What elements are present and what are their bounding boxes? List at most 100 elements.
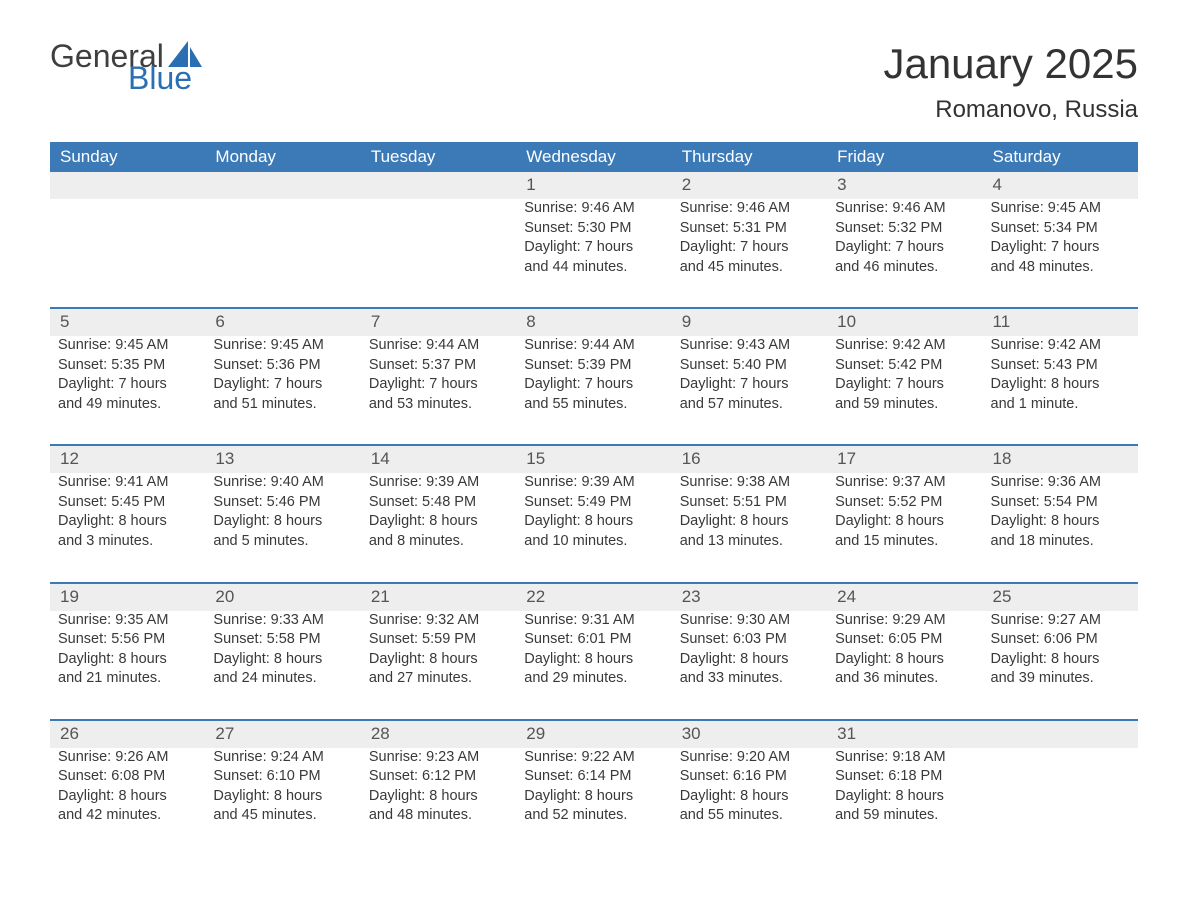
daylight-text: Daylight: 8 hours bbox=[369, 512, 508, 532]
day-detail-cell bbox=[361, 199, 516, 308]
sunset-text: Sunset: 5:43 PM bbox=[991, 356, 1130, 376]
sunset-text: Sunset: 6:10 PM bbox=[213, 767, 352, 787]
sunset-text: Sunset: 5:31 PM bbox=[680, 219, 819, 239]
day-detail-cell: Sunrise: 9:44 AMSunset: 5:37 PMDaylight:… bbox=[361, 336, 516, 445]
day-detail-cell: Sunrise: 9:42 AMSunset: 5:42 PMDaylight:… bbox=[827, 336, 982, 445]
sunrise-text: Sunrise: 9:44 AM bbox=[524, 336, 663, 356]
sunrise-text: Sunrise: 9:23 AM bbox=[369, 748, 508, 768]
month-title: January 2025 bbox=[883, 40, 1138, 88]
daylight-text: and 52 minutes. bbox=[524, 806, 663, 826]
day-detail-row: Sunrise: 9:41 AMSunset: 5:45 PMDaylight:… bbox=[50, 473, 1138, 582]
day-detail-cell: Sunrise: 9:39 AMSunset: 5:49 PMDaylight:… bbox=[516, 473, 671, 582]
sunset-text: Sunset: 6:16 PM bbox=[680, 767, 819, 787]
daylight-text: Daylight: 8 hours bbox=[680, 650, 819, 670]
daylight-text: and 8 minutes. bbox=[369, 532, 508, 552]
sunset-text: Sunset: 5:35 PM bbox=[58, 356, 197, 376]
daylight-text: and 49 minutes. bbox=[58, 395, 197, 415]
daylight-text: and 18 minutes. bbox=[991, 532, 1130, 552]
day-number-cell: 9 bbox=[672, 308, 827, 336]
sunset-text: Sunset: 5:39 PM bbox=[524, 356, 663, 376]
daylight-text: Daylight: 8 hours bbox=[835, 512, 974, 532]
day-number-cell: 16 bbox=[672, 445, 827, 473]
daylight-text: Daylight: 7 hours bbox=[524, 238, 663, 258]
sunrise-text: Sunrise: 9:41 AM bbox=[58, 473, 197, 493]
daylight-text: Daylight: 8 hours bbox=[213, 787, 352, 807]
daylight-text: Daylight: 8 hours bbox=[680, 512, 819, 532]
day-number-row: 12131415161718 bbox=[50, 445, 1138, 473]
weekday-header: Tuesday bbox=[361, 142, 516, 172]
day-detail-cell: Sunrise: 9:24 AMSunset: 6:10 PMDaylight:… bbox=[205, 748, 360, 856]
daylight-text: and 51 minutes. bbox=[213, 395, 352, 415]
location-label: Romanovo, Russia bbox=[883, 96, 1138, 124]
day-detail-cell: Sunrise: 9:33 AMSunset: 5:58 PMDaylight:… bbox=[205, 611, 360, 720]
daylight-text: and 59 minutes. bbox=[835, 806, 974, 826]
daylight-text: Daylight: 7 hours bbox=[213, 375, 352, 395]
daylight-text: Daylight: 7 hours bbox=[58, 375, 197, 395]
daylight-text: Daylight: 8 hours bbox=[524, 787, 663, 807]
sunrise-text: Sunrise: 9:22 AM bbox=[524, 748, 663, 768]
sunset-text: Sunset: 5:36 PM bbox=[213, 356, 352, 376]
day-number-cell: 25 bbox=[983, 583, 1138, 611]
sunrise-text: Sunrise: 9:42 AM bbox=[991, 336, 1130, 356]
daylight-text: and 24 minutes. bbox=[213, 669, 352, 689]
day-number-cell: 18 bbox=[983, 445, 1138, 473]
day-number-cell: 27 bbox=[205, 720, 360, 748]
daylight-text: Daylight: 8 hours bbox=[835, 650, 974, 670]
day-detail-cell: Sunrise: 9:26 AMSunset: 6:08 PMDaylight:… bbox=[50, 748, 205, 856]
day-detail-cell: Sunrise: 9:29 AMSunset: 6:05 PMDaylight:… bbox=[827, 611, 982, 720]
day-number-cell: 21 bbox=[361, 583, 516, 611]
daylight-text: and 45 minutes. bbox=[213, 806, 352, 826]
daylight-text: and 36 minutes. bbox=[835, 669, 974, 689]
sunset-text: Sunset: 5:56 PM bbox=[58, 630, 197, 650]
daylight-text: and 10 minutes. bbox=[524, 532, 663, 552]
sunrise-text: Sunrise: 9:44 AM bbox=[369, 336, 508, 356]
daylight-text: and 15 minutes. bbox=[835, 532, 974, 552]
daylight-text: Daylight: 8 hours bbox=[58, 650, 197, 670]
day-detail-cell: Sunrise: 9:39 AMSunset: 5:48 PMDaylight:… bbox=[361, 473, 516, 582]
daylight-text: and 27 minutes. bbox=[369, 669, 508, 689]
day-number-row: 1234 bbox=[50, 172, 1138, 199]
daylight-text: and 48 minutes. bbox=[991, 258, 1130, 278]
day-detail-cell: Sunrise: 9:45 AMSunset: 5:35 PMDaylight:… bbox=[50, 336, 205, 445]
day-number-cell bbox=[361, 172, 516, 199]
daylight-text: and 33 minutes. bbox=[680, 669, 819, 689]
day-number-cell: 3 bbox=[827, 172, 982, 199]
day-number-cell: 14 bbox=[361, 445, 516, 473]
sunrise-text: Sunrise: 9:45 AM bbox=[58, 336, 197, 356]
day-number-cell: 8 bbox=[516, 308, 671, 336]
day-number-cell: 31 bbox=[827, 720, 982, 748]
day-detail-cell: Sunrise: 9:30 AMSunset: 6:03 PMDaylight:… bbox=[672, 611, 827, 720]
daylight-text: and 48 minutes. bbox=[369, 806, 508, 826]
daylight-text: Daylight: 7 hours bbox=[524, 375, 663, 395]
sunset-text: Sunset: 5:37 PM bbox=[369, 356, 508, 376]
sunset-text: Sunset: 5:46 PM bbox=[213, 493, 352, 513]
daylight-text: Daylight: 8 hours bbox=[213, 650, 352, 670]
daylight-text: and 57 minutes. bbox=[680, 395, 819, 415]
day-detail-cell: Sunrise: 9:20 AMSunset: 6:16 PMDaylight:… bbox=[672, 748, 827, 856]
day-number-cell: 12 bbox=[50, 445, 205, 473]
weekday-header-row: SundayMondayTuesdayWednesdayThursdayFrid… bbox=[50, 142, 1138, 172]
daylight-text: and 44 minutes. bbox=[524, 258, 663, 278]
day-detail-cell bbox=[50, 199, 205, 308]
sunrise-text: Sunrise: 9:46 AM bbox=[524, 199, 663, 219]
daylight-text: Daylight: 7 hours bbox=[835, 375, 974, 395]
daylight-text: Daylight: 7 hours bbox=[835, 238, 974, 258]
day-number-cell: 7 bbox=[361, 308, 516, 336]
daylight-text: and 53 minutes. bbox=[369, 395, 508, 415]
sunrise-text: Sunrise: 9:33 AM bbox=[213, 611, 352, 631]
sunrise-text: Sunrise: 9:24 AM bbox=[213, 748, 352, 768]
day-detail-cell: Sunrise: 9:46 AMSunset: 5:32 PMDaylight:… bbox=[827, 199, 982, 308]
daylight-text: Daylight: 8 hours bbox=[991, 375, 1130, 395]
day-detail-cell: Sunrise: 9:43 AMSunset: 5:40 PMDaylight:… bbox=[672, 336, 827, 445]
day-number-cell: 17 bbox=[827, 445, 982, 473]
daylight-text: Daylight: 8 hours bbox=[991, 650, 1130, 670]
day-detail-row: Sunrise: 9:26 AMSunset: 6:08 PMDaylight:… bbox=[50, 748, 1138, 856]
calendar-table: SundayMondayTuesdayWednesdayThursdayFrid… bbox=[50, 142, 1138, 856]
daylight-text: Daylight: 7 hours bbox=[680, 375, 819, 395]
sunrise-text: Sunrise: 9:29 AM bbox=[835, 611, 974, 631]
day-number-cell: 5 bbox=[50, 308, 205, 336]
sunset-text: Sunset: 5:54 PM bbox=[991, 493, 1130, 513]
weekday-header: Sunday bbox=[50, 142, 205, 172]
daylight-text: Daylight: 8 hours bbox=[213, 512, 352, 532]
day-detail-cell: Sunrise: 9:40 AMSunset: 5:46 PMDaylight:… bbox=[205, 473, 360, 582]
